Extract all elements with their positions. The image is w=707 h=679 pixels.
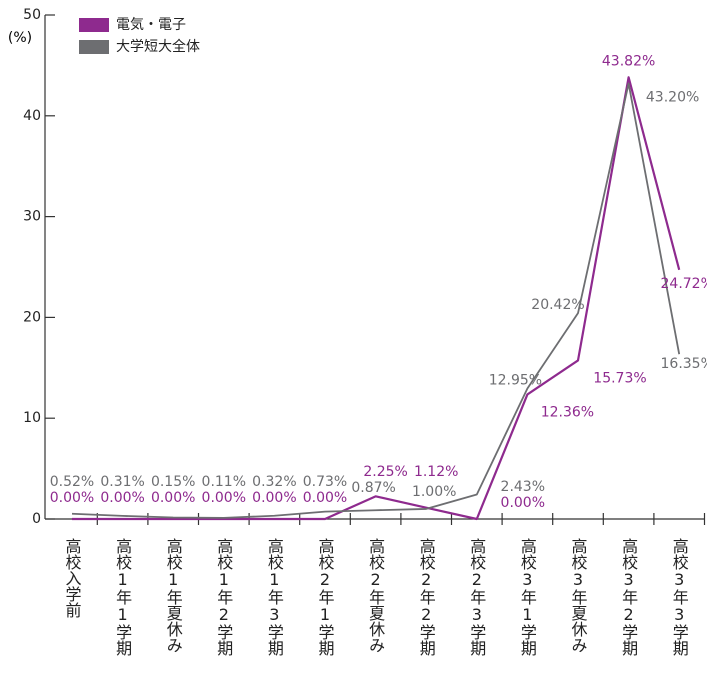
y-tick-label: 0 [32, 511, 41, 527]
value-label: 0.00% [252, 490, 296, 506]
value-label: 2.43% [501, 479, 545, 495]
legend-label: 大学短大全体 [116, 38, 200, 55]
y-axis-label: (%) [8, 30, 32, 46]
x-tick-label: 高校3年1学期 [518, 538, 537, 657]
legend-label: 電気・電子 [116, 17, 186, 33]
x-tick-label: 高校入学前 [63, 538, 82, 619]
value-label: 0.00% [151, 490, 195, 506]
value-label: 0.00% [202, 490, 246, 506]
value-label: 0.15% [151, 474, 195, 490]
x-tick-label: 高校2年2学期 [417, 538, 436, 657]
value-label: 0.00% [303, 490, 347, 506]
y-tick-label: 20 [23, 309, 41, 325]
value-label: 1.12% [414, 464, 458, 480]
value-label: 0.11% [202, 474, 246, 490]
y-tick-label: 10 [23, 410, 41, 426]
value-label: 0.31% [100, 474, 144, 490]
value-label: 0.32% [252, 474, 296, 490]
x-tick-label: 高校2年3学期 [467, 538, 486, 657]
y-tick-label: 50 [23, 7, 41, 23]
value-label: 43.20% [646, 90, 699, 106]
value-label: 1.00% [412, 484, 456, 500]
x-tick-label: 高校3年夏休み [569, 538, 588, 653]
value-label: 0.00% [100, 490, 144, 506]
series-line [71, 82, 681, 519]
value-label: 0.00% [50, 490, 94, 506]
y-tick-label: 30 [23, 209, 41, 225]
value-label: 2.25% [363, 464, 407, 480]
value-label: 0.87% [351, 480, 395, 496]
x-tick-label: 高校2年1学期 [316, 538, 335, 657]
value-label: 0.52% [50, 474, 94, 490]
value-label: 20.42% [531, 297, 584, 313]
y-tick-label: 40 [23, 108, 41, 124]
x-tick-label: 高校3年2学期 [619, 538, 638, 657]
value-label: 12.95% [489, 372, 542, 388]
x-tick-label: 高校1年2学期 [214, 538, 233, 657]
x-tick-label: 高校2年夏休み [366, 538, 385, 653]
value-label: 12.36% [541, 404, 594, 420]
legend-swatch [79, 40, 109, 54]
legend-swatch [79, 18, 109, 32]
x-tick-label: 高校1年1学期 [113, 538, 132, 657]
x-tick-label: 高校1年3学期 [265, 538, 284, 657]
value-label: 43.82% [602, 53, 655, 69]
x-tick-label: 高校1年夏休み [164, 538, 183, 653]
value-label: 0.73% [303, 474, 347, 490]
value-label: 16.35% [661, 356, 707, 372]
value-label: 0.00% [501, 495, 545, 511]
value-label: 15.73% [593, 370, 646, 386]
x-tick-label: 高校3年3学期 [670, 538, 689, 657]
series-line [72, 76, 681, 521]
value-label: 24.72% [661, 276, 707, 292]
